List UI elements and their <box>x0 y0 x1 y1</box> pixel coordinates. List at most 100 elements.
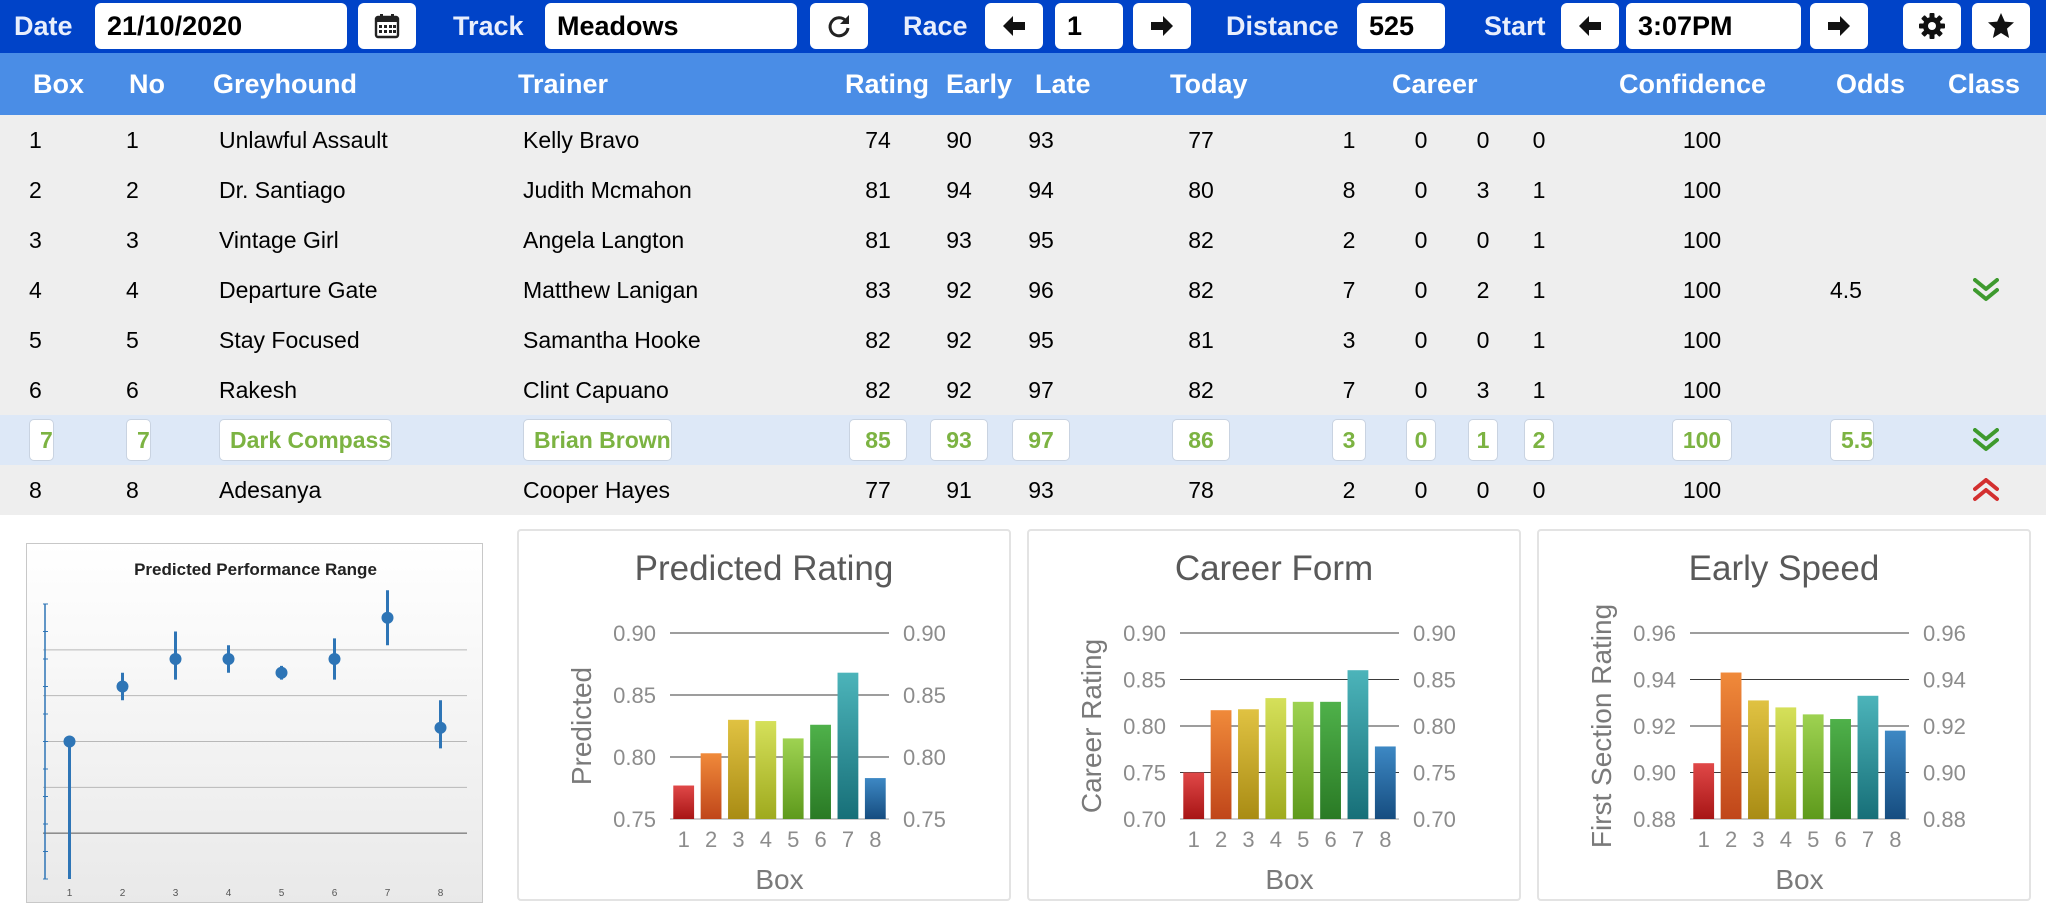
x-tick-label: 6 <box>1324 827 1336 852</box>
data-point <box>116 680 129 693</box>
start-time-field[interactable]: 3:07PM <box>1626 3 1801 49</box>
today-cell: 82 <box>1188 227 1214 253</box>
header-class[interactable]: Class <box>1948 69 2021 99</box>
career-seconds-cell: 3 <box>1476 177 1490 203</box>
greyhound-cell[interactable]: Adesanya <box>219 477 322 503</box>
calendar-icon <box>374 14 400 39</box>
table-row[interactable]: 7 7 Dark Compass Brian Brown 85 93 97 86… <box>0 415 2046 465</box>
today-cell: 78 <box>1188 477 1214 503</box>
trainer-cell[interactable]: Kelly Bravo <box>523 127 640 153</box>
x-tick-label: 4 <box>1270 827 1282 852</box>
greyhound-cell[interactable]: Departure Gate <box>219 277 378 303</box>
date-picker-button[interactable] <box>358 3 416 49</box>
refresh-button[interactable] <box>810 3 868 49</box>
bar <box>837 672 859 819</box>
career-thirds-cell: 1 <box>1532 377 1546 403</box>
distance-field[interactable]: 525 <box>1357 3 1445 49</box>
career-starts-cell: 7 <box>1342 277 1356 303</box>
trainer-cell[interactable]: Brian Brown <box>523 419 672 461</box>
career-wins-cell: 0 <box>1414 377 1428 403</box>
race-field[interactable]: 1 <box>1055 3 1123 49</box>
x-tick-label: 3 <box>732 827 744 852</box>
table-row[interactable]: 2 2 Dr. Santiago Judith Mcmahon 81 94 94… <box>0 165 2046 215</box>
career-wins-cell: 0 <box>1414 227 1428 253</box>
header-late[interactable]: Late <box>1035 69 1091 99</box>
header-box[interactable]: Box <box>33 69 85 99</box>
x-tick-label: 1 <box>678 827 690 852</box>
y-tick-label: 0.92 <box>1633 714 1676 739</box>
trainer-cell[interactable]: Judith Mcmahon <box>523 177 692 203</box>
number-cell: 6 <box>126 377 139 403</box>
arrow-right-icon <box>1828 16 1850 36</box>
performance-range-plot: 1 2 3 4 5 6 7 8 <box>43 590 467 899</box>
header-confidence[interactable]: Confidence <box>1619 69 1767 99</box>
x-tick-label: 8 <box>438 888 444 899</box>
table-row[interactable]: 1 1 Unlawful Assault Kelly Bravo 74 90 9… <box>0 115 2046 165</box>
greyhound-cell[interactable]: Dark Compass <box>219 419 393 461</box>
rating-cell: 82 <box>865 377 891 403</box>
start-prev-button[interactable] <box>1561 3 1619 49</box>
rating-cell: 83 <box>865 277 891 303</box>
x-tick-label: 7 <box>842 827 854 852</box>
x-axis-title: Box <box>755 864 803 895</box>
table-row[interactable]: 5 5 Stay Focused Samantha Hooke 82 92 95… <box>0 315 2046 365</box>
header-early[interactable]: Early <box>946 69 1013 99</box>
greyhound-cell[interactable]: Dr. Santiago <box>219 177 346 203</box>
date-field[interactable]: 21/10/2020 <box>95 3 347 49</box>
start-next-button[interactable] <box>1810 3 1868 49</box>
bar <box>755 721 777 819</box>
trainer-cell[interactable]: Cooper Hayes <box>523 477 671 503</box>
track-field[interactable]: Meadows <box>545 3 797 49</box>
header-career[interactable]: Career <box>1392 69 1478 99</box>
x-tick-label: 3 <box>173 888 179 899</box>
y-tick-label: 0.90 <box>613 621 656 646</box>
race-prev-button[interactable] <box>985 3 1043 49</box>
favorite-button[interactable] <box>1972 3 2030 49</box>
header-trainer[interactable]: Trainer <box>518 69 609 99</box>
x-tick-label: 7 <box>385 888 391 899</box>
x-tick-label: 3 <box>1242 827 1254 852</box>
refresh-icon <box>828 15 850 38</box>
table-row[interactable]: 8 8 Adesanya Cooper Hayes 77 91 93 78 2 … <box>0 465 2046 515</box>
greyhound-cell[interactable]: Unlawful Assault <box>219 127 388 153</box>
table-row[interactable]: 3 3 Vintage Girl Angela Langton 81 93 95… <box>0 215 2046 265</box>
greyhound-cell[interactable]: Stay Focused <box>219 327 360 353</box>
chart-title: Early Speed <box>1688 549 1880 588</box>
number-cell: 2 <box>126 177 139 203</box>
greyhound-cell[interactable]: Rakesh <box>219 377 297 403</box>
greyhound-cell[interactable]: Vintage Girl <box>219 227 339 253</box>
header-rating[interactable]: Rating <box>845 69 929 99</box>
y2-tick-label: 0.80 <box>903 745 946 770</box>
rating-cell: 77 <box>865 477 891 503</box>
number-cell: 7 <box>126 419 151 461</box>
table-row[interactable]: 6 6 Rakesh Clint Capuano 82 92 97 82 7 0… <box>0 365 2046 415</box>
trainer-cell[interactable]: Angela Langton <box>523 227 685 253</box>
y2-tick-label: 0.94 <box>1923 668 1966 693</box>
bar <box>864 778 886 819</box>
trainer-cell[interactable]: Samantha Hooke <box>523 327 701 353</box>
settings-button[interactable] <box>1903 3 1961 49</box>
header-odds[interactable]: Odds <box>1836 69 1906 99</box>
y2-tick-label: 0.90 <box>903 621 946 646</box>
table-row[interactable]: 4 4 Departure Gate Matthew Lanigan 83 92… <box>0 265 2046 315</box>
x-tick-label: 3 <box>1752 827 1764 852</box>
rating-cell: 74 <box>865 127 891 153</box>
trainer-cell[interactable]: Matthew Lanigan <box>523 277 699 303</box>
x-tick-label: 2 <box>1725 827 1737 852</box>
bar <box>1347 670 1369 819</box>
header-no[interactable]: No <box>129 69 165 99</box>
arrow-right-icon <box>1151 16 1173 36</box>
bar <box>673 785 695 819</box>
header-greyhound[interactable]: Greyhound <box>213 69 358 99</box>
trainer-cell[interactable]: Clint Capuano <box>523 377 669 403</box>
header-today[interactable]: Today <box>1170 69 1248 99</box>
x-tick-label: 1 <box>67 888 73 899</box>
number-cell: 5 <box>126 327 139 353</box>
race-next-button[interactable] <box>1133 3 1191 49</box>
y2-tick-label: 0.96 <box>1923 621 1966 646</box>
late-cell: 95 <box>1028 227 1054 253</box>
late-cell: 94 <box>1028 177 1054 203</box>
rating-cell: 81 <box>865 177 891 203</box>
confidence-cell: 100 <box>1682 227 1722 253</box>
x-tick-label: 5 <box>1807 827 1819 852</box>
